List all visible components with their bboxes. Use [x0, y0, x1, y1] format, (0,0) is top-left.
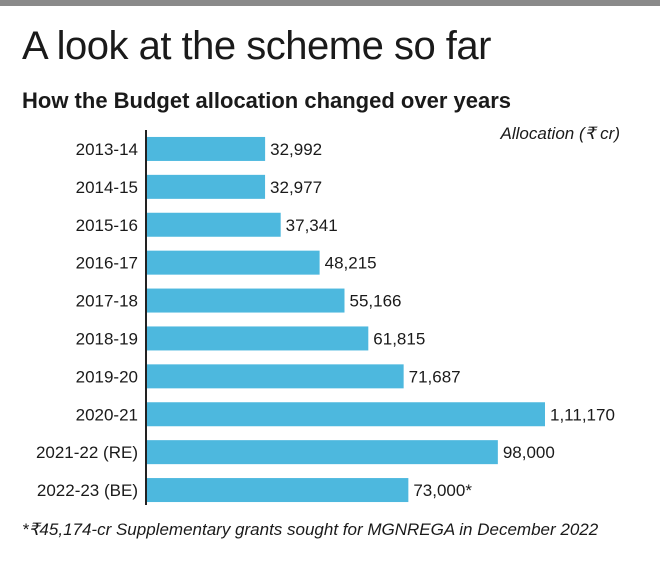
data-label: 61,815 [373, 329, 425, 348]
bar-2013-14 [147, 136, 266, 161]
chart-title: How the Budget allocation changed over y… [22, 88, 511, 113]
bar-2016-17 [147, 250, 320, 275]
category-label: 2022-23 (BE) [37, 481, 138, 500]
bar-2022-23-BE [147, 478, 409, 503]
data-label: 55,166 [349, 292, 401, 311]
bar-2019-20 [147, 364, 404, 389]
data-label: 48,215 [325, 254, 377, 273]
top-rule [0, 0, 660, 6]
category-label: 2018-19 [76, 329, 138, 348]
footnote: *₹45,174-cr Supplementary grants sought … [22, 520, 599, 539]
category-label: 2013-14 [76, 140, 138, 159]
unit-label: Allocation (₹ cr) [500, 124, 620, 143]
category-label: 2019-20 [76, 367, 138, 386]
data-label: 98,000 [503, 443, 555, 462]
bar-2020-21 [147, 402, 545, 427]
headline: A look at the scheme so far [22, 24, 491, 68]
category-label: 2015-16 [76, 216, 138, 235]
bar-2018-19 [147, 326, 369, 351]
category-label: 2014-15 [76, 178, 138, 197]
data-label: 71,687 [409, 367, 461, 386]
category-label: 2016-17 [76, 254, 138, 273]
category-label: 2017-18 [76, 292, 138, 311]
bar-2021-22-RE [147, 440, 498, 465]
bar-2014-15 [147, 174, 266, 199]
bar-2015-16 [147, 212, 281, 237]
data-label: 32,992 [270, 140, 322, 159]
data-label: 1,11,170 [550, 405, 615, 424]
data-label: 73,000* [413, 481, 472, 500]
data-label: 37,341 [286, 216, 338, 235]
category-label: 2021-22 (RE) [36, 443, 138, 462]
bar-2017-18 [147, 288, 345, 313]
data-label: 32,977 [270, 178, 322, 197]
category-label: 2020-21 [76, 405, 138, 424]
